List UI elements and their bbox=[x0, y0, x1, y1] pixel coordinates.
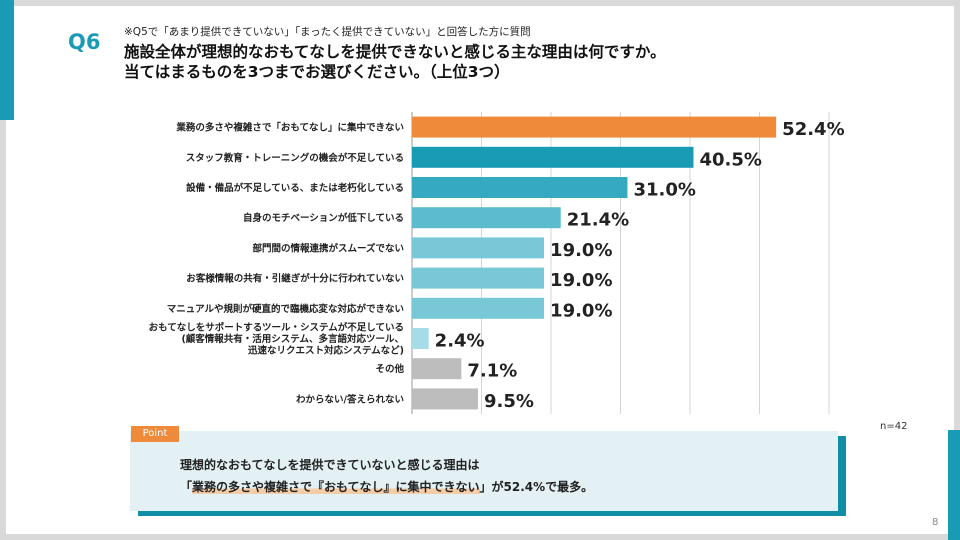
category-label: 部門間の情報連携がスムーズでない bbox=[252, 242, 404, 254]
category-label: わからない/答えられない bbox=[296, 393, 404, 405]
bar bbox=[412, 146, 694, 168]
data-label: 19.0% bbox=[550, 270, 612, 291]
category-label: (顧客情報共有・活用システム、多言語対応ツール、 bbox=[181, 333, 404, 345]
category-label: マニュアルや規則が硬直的で臨機応変な対応ができない bbox=[167, 303, 404, 315]
point-tag: Point bbox=[131, 426, 179, 442]
category-label: スタッフ教育・トレーニングの機会が不足している bbox=[186, 152, 404, 164]
category-label: 自身のモチベーションが低下している bbox=[243, 212, 404, 224]
point-text-highlight: 業務の多さや複雑さで『おもてなし』に集中できない bbox=[192, 480, 480, 494]
bar bbox=[412, 358, 462, 380]
question-precondition: ※Q5で「あまり提供できていない」「まったく提供できていない」と回答した方に質問 bbox=[124, 26, 531, 38]
point-text-open: 「 bbox=[180, 480, 193, 494]
data-label: 7.1% bbox=[467, 361, 517, 382]
corner-accent-top-left bbox=[0, 0, 14, 120]
question-title: 施設全体が理想的なおもてなしを提供できないと感じる主な理由は何ですか。 当てはま… bbox=[124, 42, 666, 82]
bar bbox=[412, 297, 545, 319]
bar bbox=[412, 267, 545, 289]
data-label: 21.4% bbox=[567, 210, 629, 231]
point-text-line2: 「業務の多さや複雑さで『おもてなし』に集中できない」が52.4%で最多。 bbox=[180, 478, 593, 495]
data-label: 9.5% bbox=[484, 391, 534, 412]
category-label: その他 bbox=[375, 363, 404, 375]
category-label: おもてなしをサポートするツール・システムが不足している bbox=[149, 322, 404, 334]
bar bbox=[412, 237, 545, 259]
bar bbox=[412, 207, 561, 229]
category-label: 業務の多さや複雑さで「おもてなし」に集中できない bbox=[175, 122, 404, 134]
bar bbox=[412, 328, 429, 349]
question-title-line1: 施設全体が理想的なおもてなしを提供できないと感じる主な理由は何ですか。 bbox=[124, 43, 666, 61]
category-label: 設備・備品が不足している、または老朽化している bbox=[186, 182, 404, 194]
point-box bbox=[130, 431, 838, 511]
corner-accent-bottom-right bbox=[948, 430, 960, 540]
data-label: 31.0% bbox=[633, 180, 695, 201]
data-label: 2.4% bbox=[435, 331, 485, 352]
category-label: お客様情報の共有・引継ぎが十分に行われていない bbox=[186, 273, 404, 285]
bar bbox=[412, 177, 628, 198]
category-label: 迅速なリクエスト対応システムなど) bbox=[248, 345, 404, 357]
point-text-close: 」が52.4%で最多。 bbox=[479, 480, 594, 494]
page-number: 8 bbox=[932, 517, 939, 528]
bar bbox=[412, 388, 479, 410]
data-label: 40.5% bbox=[699, 149, 761, 170]
question-title-line2: 当てはまるものを3つまでお選びください。（上位3つ） bbox=[124, 63, 510, 81]
point-text-line1: 理想的なおもてなしを提供できていないと感じる理由は bbox=[180, 458, 480, 472]
data-label: 19.0% bbox=[550, 240, 612, 261]
sample-size-label: n=42 bbox=[880, 421, 908, 432]
bar bbox=[412, 116, 777, 138]
question-number: Q6 bbox=[68, 30, 101, 54]
data-label: 52.4% bbox=[782, 119, 844, 140]
data-label: 19.0% bbox=[550, 300, 612, 321]
